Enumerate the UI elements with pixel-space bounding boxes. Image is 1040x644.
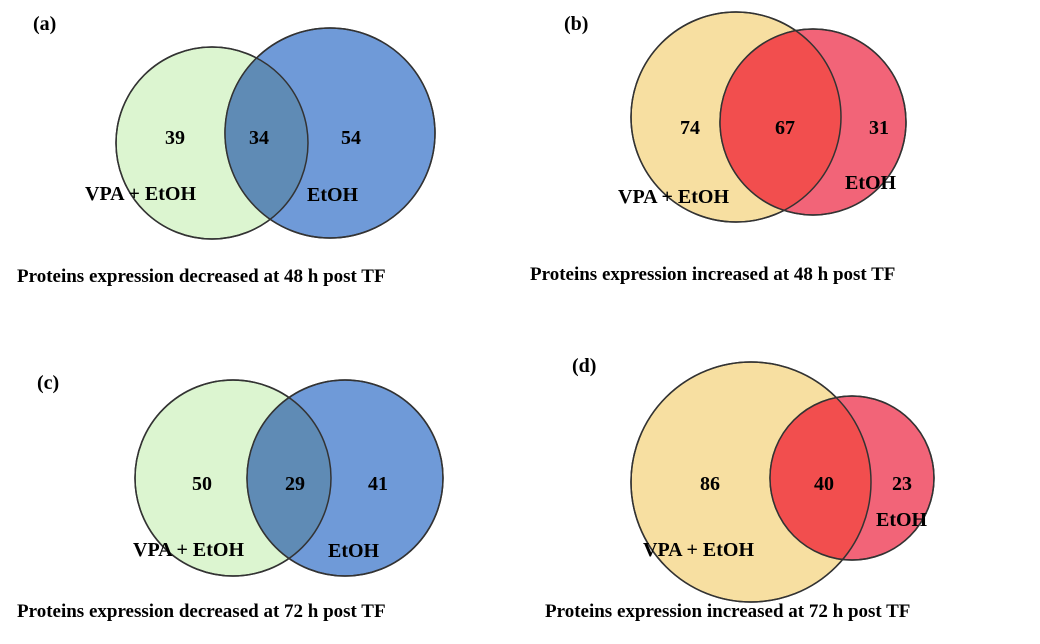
- left-set-name: VPA + EtOH: [133, 539, 244, 561]
- left-only-count: 39: [165, 127, 185, 149]
- left-set-outline: [115, 46, 309, 240]
- panel-caption: Proteins expression decreased at 72 h po…: [17, 601, 386, 622]
- right-only-count: 23: [892, 473, 912, 495]
- overlap-region: [225, 47, 308, 238]
- right-only-count: 41: [368, 473, 388, 495]
- overlap-region: [770, 396, 871, 560]
- right-set-outline: [246, 379, 444, 577]
- left-set-name: VPA + EtOH: [618, 186, 729, 208]
- right-only-count: 31: [869, 117, 889, 139]
- overlap-count: 29: [285, 473, 305, 495]
- left-set-outline: [134, 379, 332, 577]
- panel-caption: Proteins expression increased at 72 h po…: [545, 601, 910, 622]
- left-only-count: 50: [192, 473, 212, 495]
- overlap-region: [720, 29, 841, 215]
- panel-b: (b) 74 67 31 VPA + EtOH EtOH Proteins ex…: [530, 11, 907, 285]
- left-only-count: 74: [680, 117, 700, 139]
- panel-caption: Proteins expression increased at 48 h po…: [530, 264, 895, 285]
- panel-label: (d): [572, 355, 596, 377]
- left-set-name: VPA + EtOH: [85, 183, 196, 205]
- left-set-outline: [630, 11, 842, 223]
- right-set-name: EtOH: [845, 172, 897, 194]
- right-set-name: EtOH: [876, 509, 928, 531]
- right-only-count: 54: [341, 127, 361, 149]
- left-only-count: 86: [700, 473, 720, 495]
- panel-caption: Proteins expression decreased at 48 h po…: [17, 266, 386, 287]
- left-set-name: VPA + EtOH: [643, 539, 754, 561]
- right-set-name: EtOH: [328, 540, 380, 562]
- overlap-count: 34: [249, 127, 269, 149]
- panel-a: (a) 39 34 54 VPA + EtOH EtOH Proteins ex…: [17, 13, 436, 287]
- panel-label: (b): [564, 13, 588, 35]
- right-set-outline: [769, 395, 935, 561]
- overlap-count: 67: [775, 117, 795, 139]
- panel-label: (a): [33, 13, 56, 35]
- panel-c: (c) 50 29 41 VPA + EtOH EtOH Proteins ex…: [17, 372, 444, 622]
- left-set-outline: [630, 361, 872, 603]
- right-set-name: EtOH: [307, 184, 359, 206]
- panel-d: (d) 86 40 23 VPA + EtOH EtOH Proteins ex…: [545, 355, 935, 622]
- overlap-region: [247, 380, 331, 576]
- overlap-count: 40: [814, 473, 834, 495]
- right-set-outline: [224, 27, 436, 239]
- right-set-outline: [719, 28, 907, 216]
- panel-label: (c): [37, 372, 59, 394]
